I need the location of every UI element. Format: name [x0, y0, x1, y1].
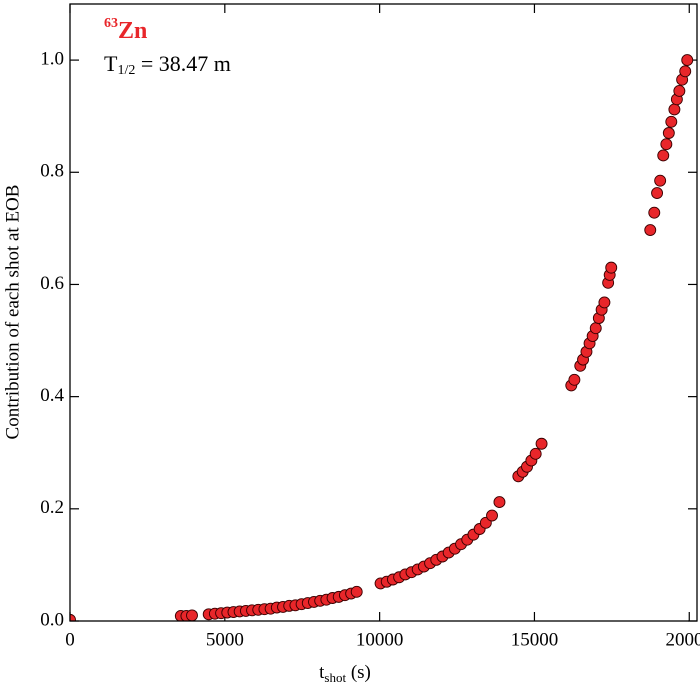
- data-point: [493, 496, 506, 509]
- data-point: [605, 261, 618, 274]
- x-axis-label: tshot (s): [319, 662, 371, 685]
- data-point: [589, 322, 602, 335]
- half-life-value: = 38.47 m: [135, 51, 231, 76]
- data-point: [598, 296, 611, 309]
- data-point: [654, 174, 667, 187]
- x-label-subscript: shot: [324, 670, 346, 685]
- annotation-half-life: T1/2 = 38.47 m: [104, 51, 231, 78]
- data-point: [660, 138, 673, 151]
- x-label-main: t: [319, 662, 325, 683]
- data-point: [568, 373, 581, 386]
- data-point: [648, 206, 661, 219]
- data-point: [644, 224, 657, 236]
- x-label-unit: (s): [346, 662, 371, 683]
- mass-number: 63: [104, 16, 118, 31]
- data-point: [486, 509, 498, 522]
- data-point: [535, 437, 548, 450]
- data-point: [679, 65, 692, 78]
- half-life-subscript: 1/2: [117, 63, 135, 78]
- y-axis-label: Contribution of each shot at EOB: [2, 185, 23, 440]
- data-point: [657, 149, 670, 162]
- data-point: [70, 613, 76, 621]
- x-tick-label: 5000: [206, 629, 244, 650]
- data-point: [662, 127, 675, 139]
- data-point: [651, 187, 664, 199]
- element: Zn: [118, 18, 147, 44]
- plot-frame: [69, 3, 698, 622]
- y-tick-label: 0.6: [40, 273, 64, 294]
- x-tick-label: 10000: [356, 629, 404, 650]
- y-tick-label: 0.2: [40, 497, 64, 518]
- x-tick-label: 15000: [511, 629, 559, 650]
- data-point: [668, 103, 681, 116]
- annotation-isotope: 63Zn: [104, 16, 147, 43]
- half-life-symbol: T: [104, 51, 118, 76]
- x-tick-label: 0: [65, 629, 75, 650]
- y-tick-label: 1.0: [40, 48, 64, 69]
- data-point: [673, 84, 686, 97]
- data-point: [681, 54, 694, 67]
- data-point: [186, 609, 198, 621]
- y-tick-label: 0.4: [40, 385, 64, 406]
- x-tick-label: 20000: [666, 629, 700, 650]
- data-point: [529, 447, 542, 460]
- data-point: [350, 585, 363, 598]
- y-tick-label: 0.8: [40, 161, 64, 182]
- data-point: [665, 115, 678, 128]
- y-tick-label: 0.0: [40, 609, 64, 630]
